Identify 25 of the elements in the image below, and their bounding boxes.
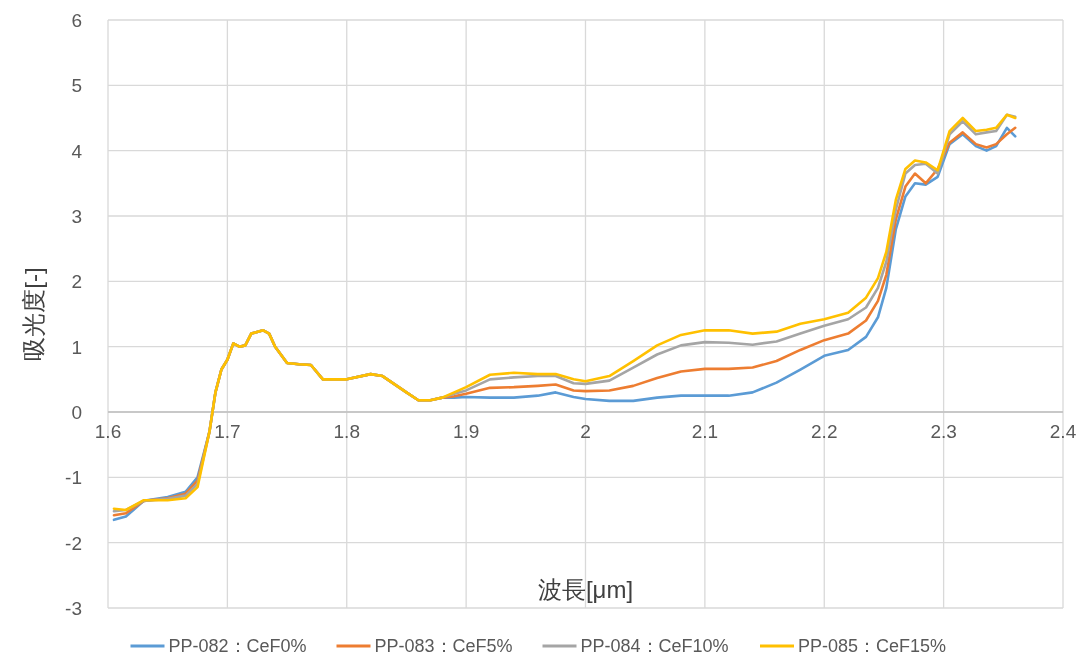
x-tick-label: 2.3	[930, 421, 957, 442]
y-tick-label: -1	[65, 467, 82, 489]
legend-label: PP-082：CeF0%	[168, 636, 307, 656]
y-tick-label: 6	[71, 10, 82, 31]
x-tick-label: 2.1	[691, 421, 719, 442]
y-tick-label: -2	[65, 532, 82, 554]
x-tick-label: 1.6	[94, 421, 122, 442]
y-tick-label: 0	[71, 402, 82, 423]
x-tick-label: 2.4	[1049, 421, 1077, 442]
x-tick-label: 1.7	[214, 421, 241, 442]
legend-label: PP-085：CeF15%	[798, 636, 947, 656]
legend-label: PP-083：CeF5%	[374, 636, 513, 656]
y-axis-title: 吸光度[-]	[20, 267, 47, 361]
y-tick-label: 4	[71, 140, 83, 162]
y-tick-label: -3	[65, 598, 82, 619]
x-axis-title: 波長[μm]	[537, 576, 634, 603]
y-tick-label: 3	[71, 206, 82, 227]
legend-label: PP-084：CeF10%	[580, 636, 729, 656]
x-tick-label: 1.9	[452, 421, 480, 442]
x-tick-label: 2.2	[811, 421, 838, 442]
x-tick-label: 2	[580, 421, 591, 442]
x-tick-label: 1.8	[333, 421, 360, 442]
y-tick-label: 2	[71, 271, 82, 293]
y-tick-label: 1	[71, 336, 82, 358]
y-tick-label: 5	[71, 75, 82, 97]
